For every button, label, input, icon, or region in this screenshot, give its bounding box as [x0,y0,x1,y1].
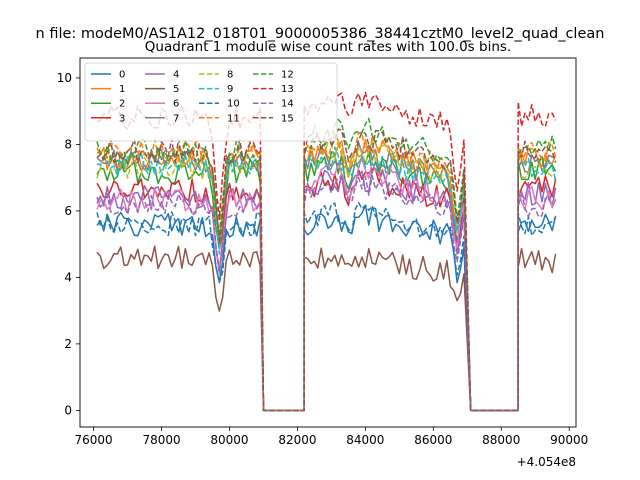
legend-label-13: 13 [281,84,294,95]
x-tick-label: 86000 [414,433,452,447]
series-line-10 [96,201,557,412]
chart-title: Quadrant 1 module wise count rates with … [145,39,511,55]
legend-label-4: 4 [173,70,179,81]
x-tick-label: 78000 [142,433,180,447]
y-tick-label: 8 [64,137,72,151]
y-tick-label: 0 [64,403,72,417]
series-line-2 [96,151,557,412]
legend-label-2: 2 [119,99,125,110]
x-offset-label: +4.054e8 [517,455,576,469]
legend-label-7: 7 [173,113,179,124]
y-axis: 0 2 4 6 8 10 [57,71,80,417]
series-line-11 [96,131,557,412]
legend-label-10: 10 [227,99,240,110]
x-axis: 76000 78000 80000 82000 84000 86000 88000 90000 [74,427,588,447]
y-tick-label: 6 [64,204,72,218]
legend-label-12: 12 [281,70,294,81]
y-tick-label: 2 [64,337,72,351]
x-tick-label: 76000 [74,433,112,447]
legend-label-0: 0 [119,70,125,81]
x-tick-label: 90000 [550,433,588,447]
legend-label-15: 15 [281,113,294,124]
legend-label-3: 3 [119,113,125,124]
legend-label-6: 6 [173,99,179,110]
plot-frame [79,57,577,428]
series-line-14 [96,175,557,412]
series-line-0 [96,204,557,412]
y-tick-label: 4 [64,270,72,284]
legend-label-1: 1 [119,84,125,95]
legend-label-11: 11 [227,113,240,124]
series-line-5 [96,245,557,412]
legend-frame [84,62,338,142]
series-line-3 [96,168,557,412]
legend-label-14: 14 [281,99,294,110]
series-line-8 [96,138,557,412]
legend-label-5: 5 [173,84,179,95]
x-tick-label: 84000 [346,433,384,447]
x-tick-label: 88000 [482,433,520,447]
x-tick-label: 80000 [210,433,248,447]
figure-suptitle: n file: modeM0/AS1A12_018T01_9000005386_… [36,26,605,42]
series-line-15 [96,128,557,412]
legend-label-9: 9 [227,84,233,95]
legend-label-8: 8 [227,70,233,81]
series-line-6 [96,158,557,412]
series-line-4 [96,167,557,412]
series-line-9 [96,146,557,412]
series-line-12 [96,117,557,412]
x-tick-label: 82000 [278,433,316,447]
y-tick-label: 10 [57,71,72,85]
